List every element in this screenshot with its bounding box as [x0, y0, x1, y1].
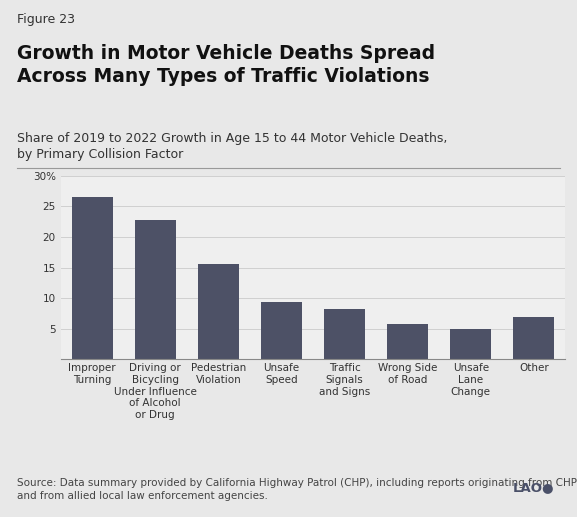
Bar [324, 309, 365, 359]
Text: LAO●: LAO● [512, 481, 554, 494]
Text: Growth in Motor Vehicle Deaths Spread
Across Many Types of Traffic Violations: Growth in Motor Vehicle Deaths Spread Ac… [17, 44, 436, 86]
Text: Figure 23: Figure 23 [17, 13, 76, 26]
Text: Share of 2019 to 2022 Growth in Age 15 to 44 Motor Vehicle Deaths,
by Primary Co: Share of 2019 to 2022 Growth in Age 15 t… [17, 132, 448, 161]
Bar [72, 197, 113, 359]
Bar [387, 324, 428, 359]
Bar [261, 302, 302, 359]
Bar [514, 317, 554, 359]
Bar [135, 220, 176, 359]
Bar [450, 329, 491, 359]
Text: Source: Data summary provided by California Highway Patrol (CHP), including repo: Source: Data summary provided by Califor… [17, 478, 577, 501]
Bar [198, 264, 239, 359]
